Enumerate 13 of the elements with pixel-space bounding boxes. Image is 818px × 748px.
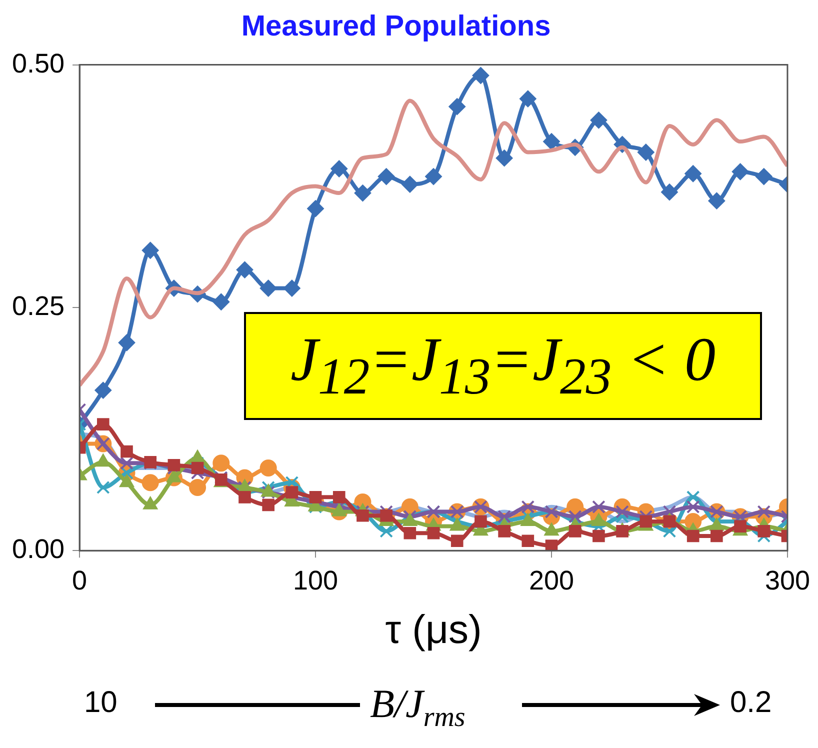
- y-tick-label: 0.00: [12, 534, 65, 564]
- x-axis-title: τ (μs): [385, 608, 482, 652]
- x-tick-label: 200: [528, 565, 574, 596]
- x-tick-label: 300: [764, 565, 810, 596]
- x-tick-label: 100: [292, 565, 338, 596]
- text: B/J$_{rms}$: [370, 680, 466, 734]
- text: 10: [84, 686, 118, 720]
- y-tick-label: 0.50: [12, 48, 65, 78]
- x-tick-label: 0: [72, 565, 88, 596]
- chart-title: Measured Populations: [241, 10, 551, 42]
- text: 0.2: [730, 686, 772, 720]
- y-tick-label: 0.25: [12, 291, 65, 322]
- annotation: J$_{12}$=J$_{13}$=J$_{23}$ < 0: [290, 325, 716, 407]
